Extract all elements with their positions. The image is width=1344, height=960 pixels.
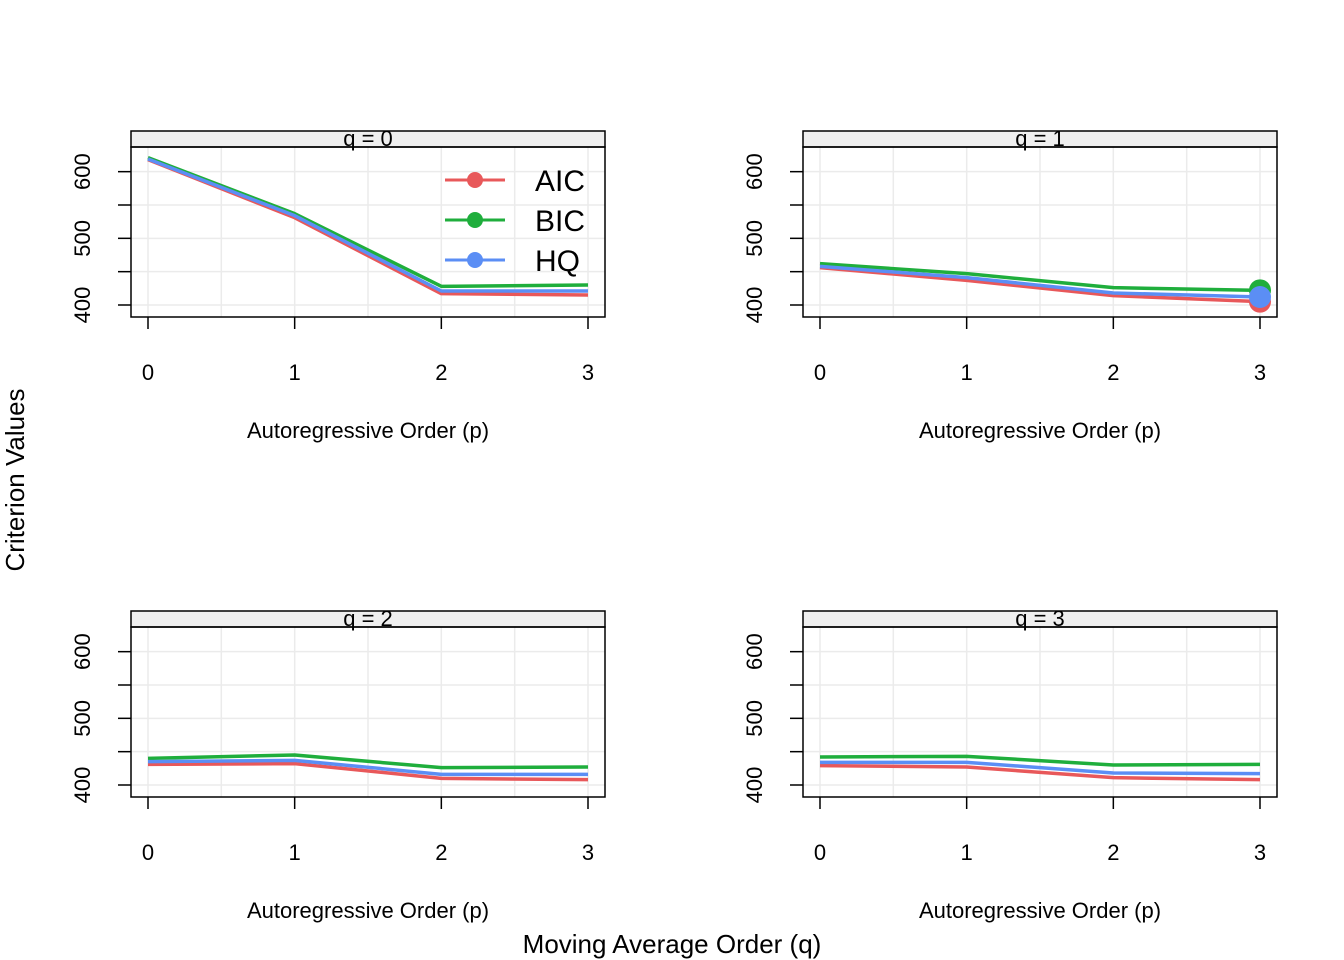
series-line-hq xyxy=(820,760,1261,776)
y-tick-label: 400 xyxy=(70,767,95,804)
series-line-hq xyxy=(819,264,1261,299)
y-tick-label: 500 xyxy=(70,700,95,737)
x-tick-label: 1 xyxy=(961,360,973,385)
panel-frame xyxy=(802,626,1278,798)
x-tick-label: 1 xyxy=(289,360,301,385)
panel-xlabel: Autoregressive Order (p) xyxy=(247,898,489,923)
panel-xlabel: Autoregressive Order (p) xyxy=(247,418,489,443)
panel-frame xyxy=(130,146,606,318)
y-tick-label: 500 xyxy=(742,700,767,737)
legend-label-aic: AIC xyxy=(535,165,585,198)
legend-marker-hq xyxy=(467,252,483,268)
y-tick-label: 400 xyxy=(742,767,767,804)
series-line-aic xyxy=(147,761,589,782)
figure-xlabel: Moving Average Order (q) xyxy=(523,929,822,959)
x-tick-label: 0 xyxy=(142,840,154,865)
legend-label-bic: BIC xyxy=(535,205,585,238)
figure-ylabel: Criterion Values xyxy=(0,388,30,571)
x-tick-label: 3 xyxy=(582,840,594,865)
x-tick-label: 1 xyxy=(289,840,301,865)
x-tick-label: 2 xyxy=(435,360,447,385)
y-tick-label: 600 xyxy=(742,633,767,670)
x-tick-label: 2 xyxy=(435,840,447,865)
x-tick-label: 0 xyxy=(142,360,154,385)
highlight-point-hq xyxy=(1249,286,1271,308)
x-tick-label: 0 xyxy=(814,840,826,865)
legend-label-hq: HQ xyxy=(535,245,580,278)
x-tick-label: 0 xyxy=(814,360,826,385)
y-tick-label: 500 xyxy=(742,220,767,257)
series-line-aic xyxy=(819,763,1261,782)
series-line-hq xyxy=(147,758,588,777)
x-tick-label: 2 xyxy=(1107,840,1119,865)
y-tick-label: 600 xyxy=(70,153,95,190)
legend-marker-aic xyxy=(467,172,483,188)
series-line-hq xyxy=(147,157,588,293)
x-tick-label: 3 xyxy=(1254,360,1266,385)
series-line-bic xyxy=(819,754,1261,767)
legend: AIC BIC HQ xyxy=(445,165,585,278)
series-line-bic xyxy=(147,753,589,770)
y-tick-label: 400 xyxy=(70,287,95,324)
y-tick-label: 600 xyxy=(70,633,95,670)
panel-frame xyxy=(802,146,1278,318)
series-line-aic xyxy=(819,265,1261,304)
y-tick-label: 600 xyxy=(742,153,767,190)
x-tick-label: 1 xyxy=(961,840,973,865)
panel-xlabel: Autoregressive Order (p) xyxy=(919,418,1161,443)
y-tick-label: 500 xyxy=(70,220,95,257)
x-tick-label: 2 xyxy=(1107,360,1119,385)
x-tick-label: 3 xyxy=(1254,840,1266,865)
series-line-bic xyxy=(819,261,1261,293)
panel-xlabel: Autoregressive Order (p) xyxy=(919,898,1161,923)
legend-marker-bic xyxy=(467,212,483,228)
panel-frame xyxy=(130,626,606,798)
x-tick-label: 3 xyxy=(582,360,594,385)
y-tick-label: 400 xyxy=(742,287,767,324)
